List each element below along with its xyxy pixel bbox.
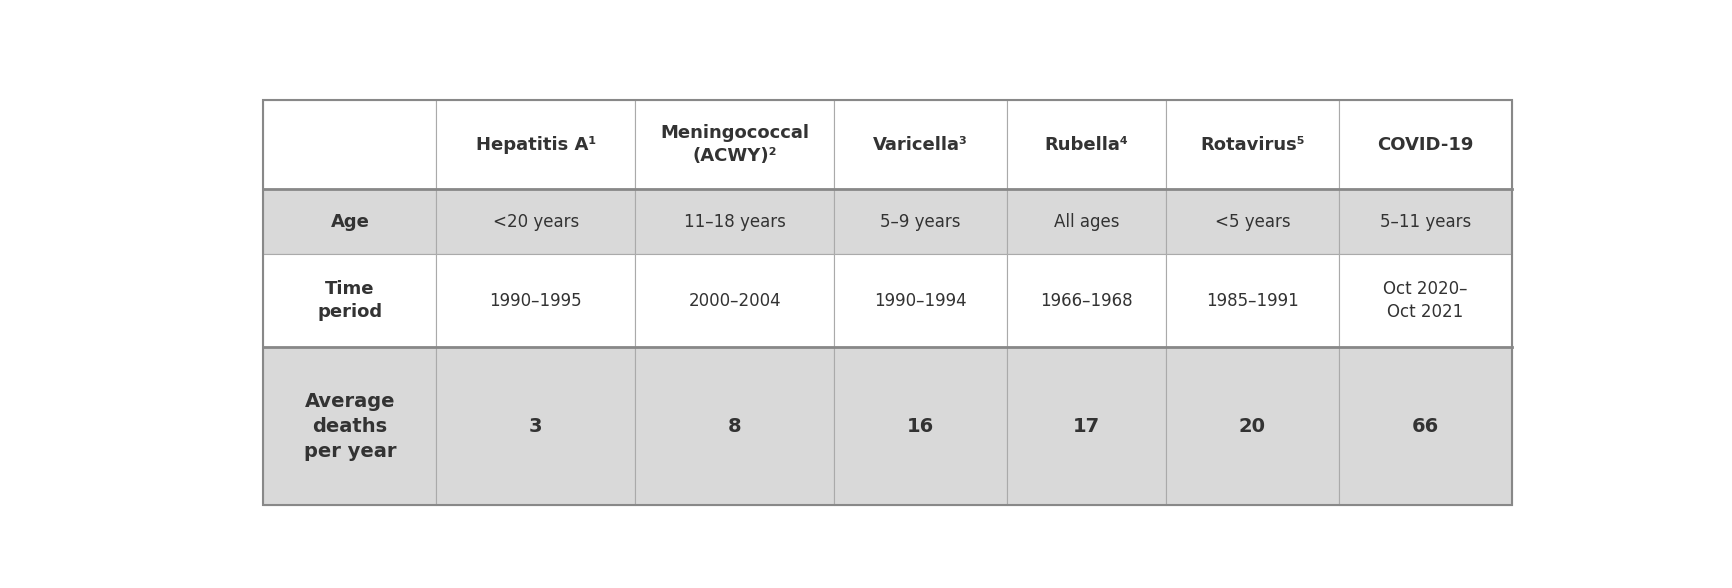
Text: 17: 17 <box>1072 417 1100 436</box>
Text: Time
period: Time period <box>317 280 383 322</box>
Bar <box>636 100 835 189</box>
Text: 1990–1994: 1990–1994 <box>875 292 966 309</box>
Text: 66: 66 <box>1412 417 1439 436</box>
Bar <box>1339 347 1512 505</box>
Text: 5–11 years: 5–11 years <box>1380 212 1470 230</box>
Bar <box>436 189 636 254</box>
Text: Average
deaths
per year: Average deaths per year <box>303 392 397 460</box>
Bar <box>1006 189 1166 254</box>
Bar <box>835 254 1006 347</box>
Bar <box>636 254 835 347</box>
Bar <box>1339 254 1512 347</box>
Bar <box>263 100 436 189</box>
Text: 1985–1991: 1985–1991 <box>1205 292 1299 309</box>
Text: 16: 16 <box>908 417 934 436</box>
Bar <box>636 189 835 254</box>
Bar <box>1006 347 1166 505</box>
Text: 2000–2004: 2000–2004 <box>688 292 781 309</box>
Text: Varicella³: Varicella³ <box>873 136 968 153</box>
Bar <box>1006 100 1166 189</box>
Bar <box>1166 347 1339 505</box>
Text: 20: 20 <box>1238 417 1266 436</box>
Text: 1990–1995: 1990–1995 <box>490 292 582 309</box>
Bar <box>436 100 636 189</box>
Text: Age: Age <box>331 212 369 230</box>
Text: COVID-19: COVID-19 <box>1377 136 1474 153</box>
Text: Meningococcal
(ACWY)²: Meningococcal (ACWY)² <box>660 123 809 165</box>
Bar <box>263 254 436 347</box>
Text: <20 years: <20 years <box>492 212 578 230</box>
Text: 11–18 years: 11–18 years <box>684 212 786 230</box>
Bar <box>1166 254 1339 347</box>
Text: 1966–1968: 1966–1968 <box>1041 292 1133 309</box>
Text: 5–9 years: 5–9 years <box>880 212 961 230</box>
Text: Hepatitis A¹: Hepatitis A¹ <box>476 136 596 153</box>
Bar <box>835 100 1006 189</box>
Bar <box>263 347 436 505</box>
Bar <box>263 100 1512 505</box>
Text: Rotavirus⁵: Rotavirus⁵ <box>1200 136 1304 153</box>
Text: 3: 3 <box>528 417 542 436</box>
Bar <box>835 189 1006 254</box>
Bar <box>436 347 636 505</box>
Bar <box>835 347 1006 505</box>
Text: Oct 2020–
Oct 2021: Oct 2020– Oct 2021 <box>1384 280 1467 322</box>
Text: Rubella⁴: Rubella⁴ <box>1044 136 1128 153</box>
Bar <box>436 254 636 347</box>
Bar <box>1166 189 1339 254</box>
Bar <box>1166 100 1339 189</box>
Text: All ages: All ages <box>1053 212 1119 230</box>
Bar <box>263 189 436 254</box>
Text: <5 years: <5 years <box>1214 212 1290 230</box>
Bar <box>1339 189 1512 254</box>
Text: 8: 8 <box>727 417 741 436</box>
Bar <box>1339 100 1512 189</box>
Bar <box>1006 254 1166 347</box>
Bar <box>636 347 835 505</box>
